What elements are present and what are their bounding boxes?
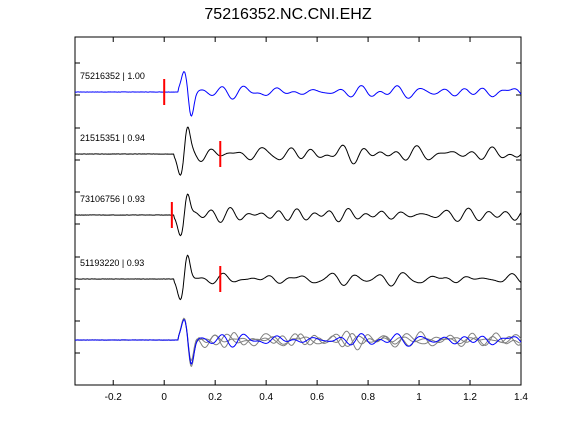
x-tick-label: 0.2 (208, 392, 222, 403)
x-tick-label: 0.4 (259, 392, 273, 403)
trace-4-label: 51193220 | 0.93 (80, 258, 144, 268)
x-tick-label: 1.4 (514, 392, 528, 403)
chart-title: 75216352.NC.CNI.EHZ (204, 6, 372, 23)
trace-1-label: 75216352 | 1.00 (80, 71, 145, 81)
x-tick-label: 1.2 (463, 392, 477, 403)
trace-3-waveform (74, 193, 522, 237)
x-tick-label: 0.6 (310, 392, 324, 403)
x-tick-label: 0.8 (361, 392, 375, 403)
x-tick-label: -0.2 (105, 392, 123, 403)
trace-4-waveform (74, 254, 522, 301)
trace-3-label: 73106756 | 0.93 (80, 194, 145, 204)
x-tick-label: 0 (161, 392, 167, 403)
stack-trace-2 (74, 317, 522, 368)
trace-labels: 75216352 | 1.00 21515351 | 0.94 73106756 |… (80, 71, 145, 268)
plot-frame (74, 36, 522, 386)
trace-2-waveform (75, 126, 522, 176)
traces (74, 70, 522, 368)
trace-1-waveform (74, 70, 522, 117)
x-axis: -0.2 0 0.2 0.4 0.6 0.8 1 1.2 1.4 (75, 37, 528, 403)
trace-2-label: 21515351 | 0.94 (80, 133, 145, 143)
stack-trace-4 (74, 318, 522, 365)
x-tick-label: 1 (416, 392, 422, 403)
